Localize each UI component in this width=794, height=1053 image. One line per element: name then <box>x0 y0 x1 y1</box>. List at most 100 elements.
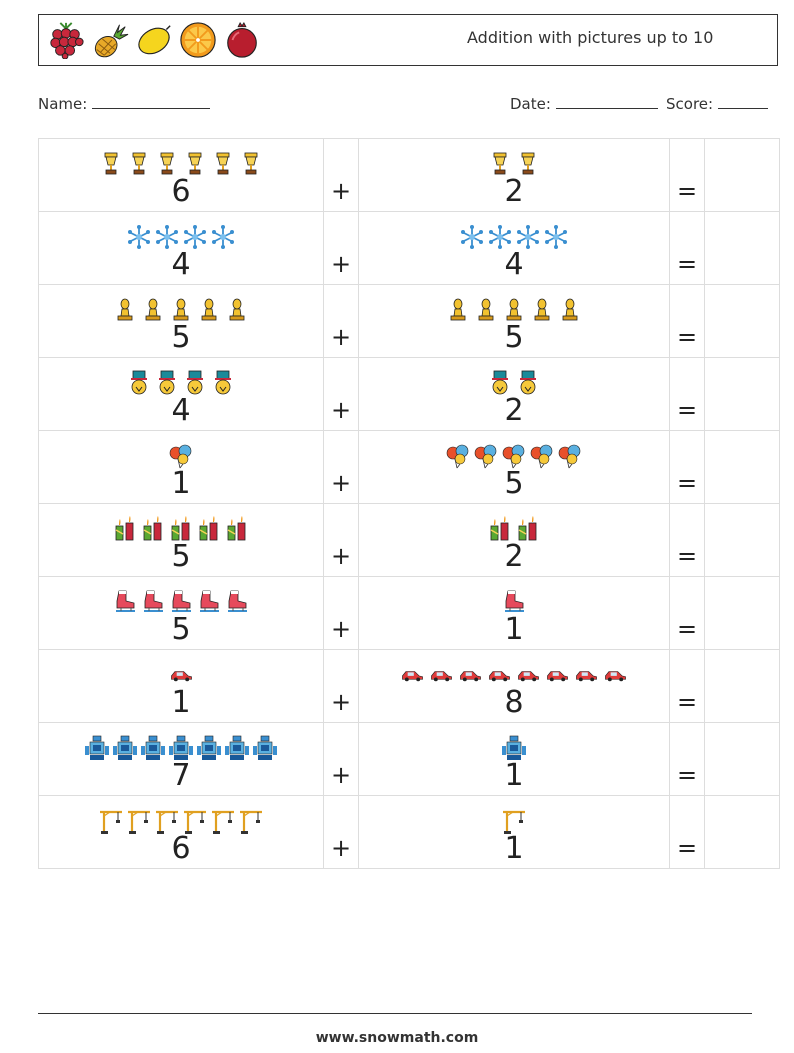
plus-cell: + <box>323 211 359 285</box>
operand-b-cell: 2 <box>358 138 670 212</box>
problem-row: 1 +5 = <box>38 430 780 504</box>
name-blank[interactable] <box>92 94 211 109</box>
equals-cell: = <box>669 503 705 577</box>
equals-sign: = <box>676 396 698 424</box>
equals-sign: = <box>676 615 698 643</box>
chess-bishop-icon <box>534 298 550 321</box>
name-field[interactable]: Name: <box>38 94 211 113</box>
operand-a-number: 4 <box>171 247 191 282</box>
snowman-hat-icon <box>159 370 175 395</box>
problem-row: 4 +4 = <box>38 211 780 285</box>
operand-b-cell: 1 <box>358 576 670 650</box>
picture-group <box>359 733 669 763</box>
balloons-icon <box>558 444 581 469</box>
problem-row: 5 +2 = <box>38 503 780 577</box>
snowman-hat-icon <box>215 370 231 395</box>
ice-skate-icon <box>116 590 135 612</box>
answer-cell[interactable] <box>704 211 780 285</box>
picture-group <box>39 514 323 544</box>
answer-cell[interactable] <box>704 576 780 650</box>
snowflake-icon <box>156 225 178 249</box>
operand-a-cell: 5 <box>38 503 324 577</box>
equals-sign: = <box>676 834 698 862</box>
balloons-icon <box>169 444 192 469</box>
header-box: Addition with pictures up to 10 <box>38 14 778 66</box>
operand-a-cell: 7 <box>38 722 324 796</box>
footer-website[interactable]: www.snowmath.com <box>315 1030 479 1046</box>
picture-group <box>39 733 323 763</box>
car-icon <box>489 671 510 682</box>
plus-cell: + <box>323 503 359 577</box>
trophy-icon <box>521 152 535 175</box>
operand-b-number: 2 <box>504 539 524 574</box>
pineapple-icon <box>94 24 129 58</box>
equals-cell: = <box>669 576 705 650</box>
robot-icon <box>253 735 277 760</box>
snowman-hat-icon <box>131 370 147 395</box>
equals-cell: = <box>669 211 705 285</box>
operand-a-number: 6 <box>171 174 191 209</box>
picture-group <box>359 368 669 398</box>
snowflake-icon <box>517 225 539 249</box>
answer-cell[interactable] <box>704 649 780 723</box>
problem-row: 6 +1 = <box>38 795 780 869</box>
candles-icon <box>227 516 246 541</box>
plus-sign: + <box>330 396 352 424</box>
answer-cell[interactable] <box>704 357 780 431</box>
snowflake-icon <box>128 225 150 249</box>
picture-group <box>359 514 669 544</box>
operand-b-number: 5 <box>504 320 524 355</box>
plus-sign: + <box>330 323 352 351</box>
snowman-hat-icon <box>187 370 203 395</box>
answer-cell[interactable] <box>704 138 780 212</box>
operand-a-cell: 1 <box>38 649 324 723</box>
chess-bishop-icon <box>506 298 522 321</box>
crane-icon <box>240 810 262 834</box>
equals-sign: = <box>676 323 698 351</box>
equals-cell: = <box>669 795 705 869</box>
chess-bishop-icon <box>450 298 466 321</box>
snowflake-icon <box>489 225 511 249</box>
picture-group <box>39 660 323 690</box>
operand-a-number: 4 <box>171 393 191 428</box>
operand-a-cell: 5 <box>38 576 324 650</box>
answer-cell[interactable] <box>704 503 780 577</box>
lemon-icon <box>138 25 171 55</box>
answer-cell[interactable] <box>704 430 780 504</box>
score-blank[interactable] <box>717 94 768 109</box>
page-title: Addition with pictures up to 10 <box>467 28 714 47</box>
operand-b-cell: 5 <box>358 430 670 504</box>
date-label: Date: <box>510 95 551 113</box>
crane-icon <box>503 810 525 834</box>
snowflake-icon <box>184 225 206 249</box>
picture-group <box>39 295 323 325</box>
date-field[interactable]: Date: <box>510 94 658 113</box>
plus-sign: + <box>330 761 352 789</box>
date-blank[interactable] <box>555 94 658 109</box>
answer-cell[interactable] <box>704 795 780 869</box>
snowman-hat-icon <box>520 370 536 395</box>
candles-icon <box>199 516 218 541</box>
balloons-icon <box>530 444 553 469</box>
operand-b-cell: 4 <box>358 211 670 285</box>
operand-b-number: 2 <box>504 393 524 428</box>
header-fruit-icons <box>47 21 261 61</box>
answer-cell[interactable] <box>704 722 780 796</box>
operand-a-number: 5 <box>171 320 191 355</box>
picture-group <box>39 368 323 398</box>
plus-cell: + <box>323 430 359 504</box>
car-icon <box>605 671 626 682</box>
operand-b-cell: 1 <box>358 722 670 796</box>
candles-icon <box>490 516 509 541</box>
operand-b-number: 1 <box>504 612 524 647</box>
plus-cell: + <box>323 795 359 869</box>
ice-skate-icon <box>200 590 219 612</box>
operand-a-number: 5 <box>171 612 191 647</box>
equals-sign: = <box>676 250 698 278</box>
score-field[interactable]: Score: <box>666 94 768 113</box>
chess-bishop-icon <box>145 298 161 321</box>
operand-b-cell: 1 <box>358 795 670 869</box>
trophy-icon <box>244 152 258 175</box>
answer-cell[interactable] <box>704 284 780 358</box>
operand-b-number: 2 <box>504 174 524 209</box>
